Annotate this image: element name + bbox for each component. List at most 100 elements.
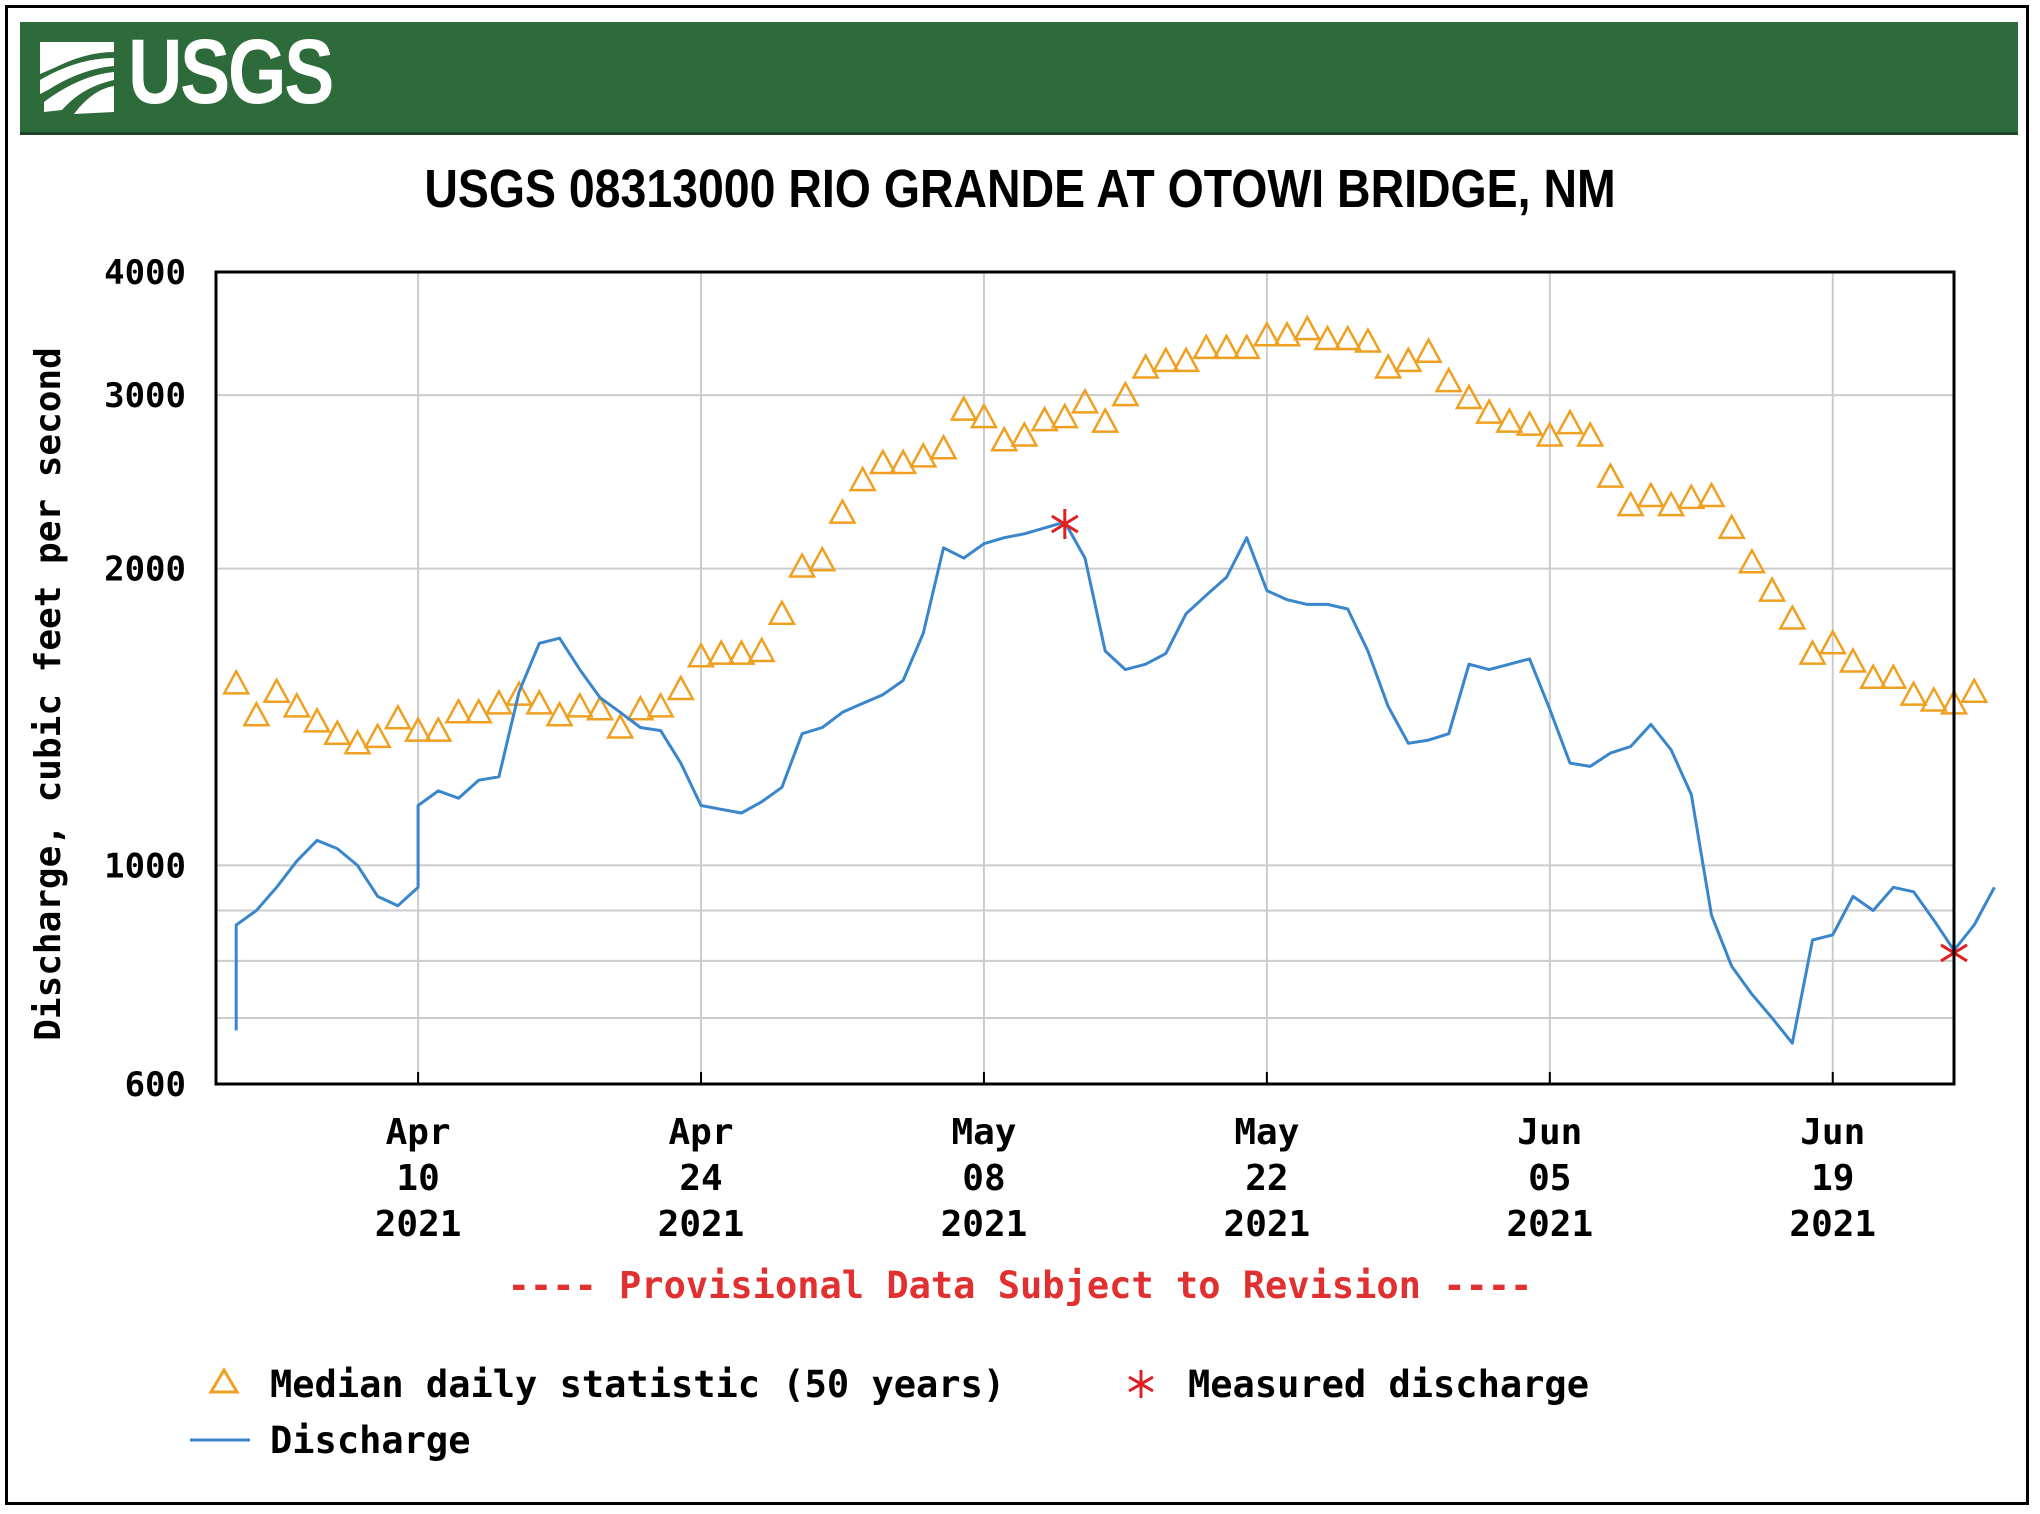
median-point (626, 694, 655, 721)
median-point (1535, 420, 1564, 447)
x-tick-label: 24 (679, 1158, 722, 1199)
median-point (1899, 680, 1928, 706)
x-tick-label: May (951, 1112, 1016, 1153)
median-point (1192, 333, 1221, 360)
median-point (1515, 410, 1544, 436)
x-tick-label: Jun (1517, 1112, 1582, 1153)
median-point (868, 448, 898, 475)
median-point (747, 636, 776, 663)
median-point (1414, 337, 1443, 364)
y-tick-label: 600 (125, 1065, 186, 1105)
median-point (1293, 314, 1322, 341)
median-point (1010, 420, 1039, 447)
legend-discharge-label: Discharge (270, 1419, 471, 1462)
x-tick-label: 2021 (941, 1204, 1028, 1245)
median-point (1111, 380, 1140, 407)
median-point (969, 402, 999, 429)
median-point (1212, 333, 1241, 360)
median-point (1859, 663, 1888, 690)
median-point (1677, 483, 1706, 510)
median-point (1879, 663, 1908, 690)
y-tick-label: 2000 (104, 550, 186, 590)
median-point (1394, 346, 1423, 373)
median-point (1374, 352, 1403, 379)
median-point (1737, 547, 1767, 574)
median-point (565, 691, 594, 718)
median-point (505, 680, 534, 706)
median-series (222, 314, 1989, 755)
x-tick-label: Apr (669, 1112, 734, 1153)
median-point (585, 694, 615, 721)
median-point (1333, 324, 1362, 351)
median-point (545, 700, 574, 727)
median-point (828, 497, 857, 524)
median-point (1717, 513, 1746, 540)
x-tick-label: 05 (1528, 1158, 1571, 1199)
median-point (343, 728, 372, 755)
x-tick-label: May (1234, 1112, 1299, 1153)
x-tick-label: 2021 (375, 1204, 462, 1245)
median-point (787, 551, 817, 578)
x-tick-label: 2021 (1789, 1204, 1876, 1245)
median-point (424, 716, 453, 742)
x-tick-label: 2021 (1224, 1204, 1311, 1245)
median-point (1636, 481, 1665, 508)
x-tick-label: 2021 (1506, 1204, 1593, 1245)
x-tick-label: Apr (386, 1112, 451, 1153)
median-point (1454, 383, 1484, 410)
median-point (484, 688, 514, 715)
x-tick-label: 10 (396, 1158, 439, 1199)
x-tick-labels: Apr 10 2021 Apr 24 2021 May 08 2021 May 22 2021 Jun 0… (375, 1072, 1876, 1245)
median-point (1070, 387, 1100, 414)
y-tick-label: 1000 (104, 846, 186, 886)
median-point (242, 700, 271, 727)
median-point (1758, 576, 1787, 602)
median-point (848, 465, 877, 492)
provisional-notice: ---- Provisional Data Subject to Revisio… (507, 1264, 1533, 1307)
median-point (1495, 407, 1524, 433)
median-point (1353, 326, 1383, 353)
discharge-series (234, 520, 1996, 1045)
median-point (383, 703, 412, 730)
median-point (727, 639, 756, 665)
median-point (1091, 407, 1120, 433)
median-point (1576, 420, 1605, 447)
median-point (1030, 405, 1059, 432)
legend-median-triangle-icon (208, 1367, 240, 1394)
chart-title: USGS 08313000 RIO GRANDE AT OTOWI BRIDGE… (424, 159, 1616, 219)
y-tick-labels: 4000 3000 2000 1000 600 (104, 253, 186, 1105)
median-point (686, 641, 716, 668)
median-point (646, 691, 675, 718)
median-point (949, 395, 978, 421)
median-point (1232, 333, 1261, 360)
median-point (302, 706, 332, 733)
discharge-line (234, 520, 1996, 1045)
median-point (444, 697, 473, 724)
median-point (222, 668, 251, 695)
median-point (889, 448, 918, 475)
usgs-logo-text: USGS (128, 21, 334, 123)
median-point (1272, 320, 1302, 347)
median-point (990, 425, 1019, 452)
median-point (606, 712, 635, 739)
median-point (909, 441, 938, 468)
usgs-banner: USGS (20, 22, 2018, 135)
median-point (1555, 408, 1585, 435)
median-point (1596, 461, 1625, 488)
median-point (1919, 685, 1948, 712)
median-point (1656, 490, 1686, 517)
x-tick-label: 2021 (658, 1204, 745, 1245)
median-point (1434, 366, 1463, 393)
median-point (808, 545, 837, 572)
median-point (1050, 402, 1079, 429)
median-point (1697, 481, 1726, 508)
median-point (666, 674, 695, 701)
y-tick-label: 4000 (104, 253, 186, 293)
median-point (1838, 646, 1868, 673)
median-point (1798, 639, 1827, 665)
y-tick-label: 3000 (104, 376, 186, 416)
chart-frame (5, 5, 2029, 1505)
y-axis-label: Discharge, cubic feet per second (28, 347, 69, 1041)
median-point (707, 639, 736, 665)
